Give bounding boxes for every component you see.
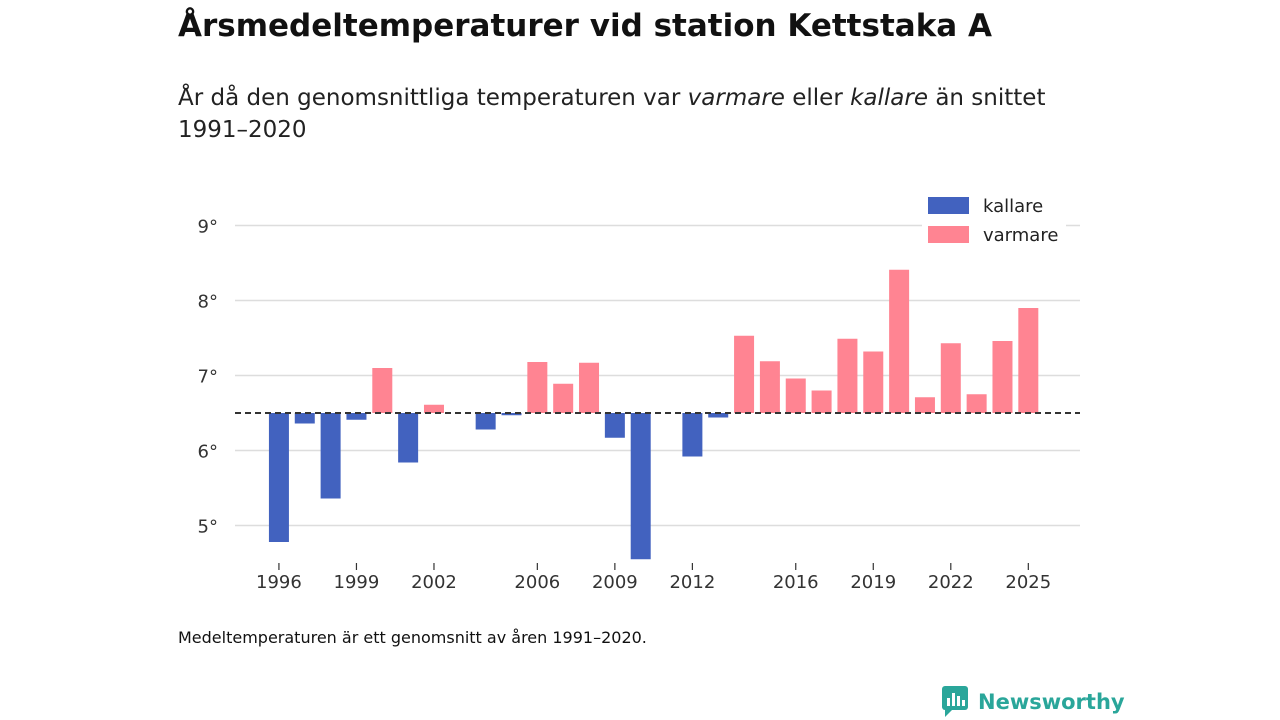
bar-colder: [708, 413, 729, 418]
bar-warmer: [914, 397, 935, 413]
y-tick-label: 8°: [198, 292, 218, 313]
legend-swatch-kallare: [928, 197, 969, 214]
chart-subtitle: År då den genomsnittliga temperaturen va…: [178, 82, 1058, 146]
brand-name: Newsworthy: [978, 690, 1125, 714]
bar-warmer: [527, 362, 548, 413]
subtitle-colder-word: kallare: [850, 85, 929, 111]
bar-warmer: [785, 378, 806, 413]
bar-colder: [346, 413, 367, 420]
x-tick-label: 1999: [334, 572, 380, 593]
x-tick-label: 2025: [1005, 572, 1051, 593]
y-tick-label: 6°: [198, 442, 218, 463]
bar-warmer: [1018, 308, 1039, 413]
bar-warmer: [579, 362, 600, 413]
subtitle-warmer-word: varmare: [687, 85, 785, 111]
x-tick-label: 2002: [411, 572, 457, 593]
y-tick-label: 7°: [198, 367, 218, 388]
bar-colder: [501, 413, 522, 416]
x-tick-label: 2012: [669, 572, 715, 593]
x-tick-label: 2022: [928, 572, 974, 593]
bar-warmer: [966, 394, 987, 413]
bar-colder: [475, 413, 496, 430]
y-tick-label: 5°: [198, 517, 218, 538]
temperature-bar-chart: 5° 6° 7° 8° 9° 1996 1999 2002 2006 2009 2012 2016 20…: [197, 196, 1080, 593]
bar-colder: [268, 413, 289, 542]
bar-warmer: [863, 351, 884, 413]
bar-colder: [294, 413, 315, 424]
newsworthy-brand: Newsworthy: [942, 686, 1125, 718]
y-tick-label: 9°: [198, 217, 218, 238]
legend-swatch-varmare: [928, 226, 969, 243]
bar-warmer: [372, 368, 393, 413]
bar-colder: [604, 413, 625, 438]
bar-colder: [320, 413, 341, 499]
newsworthy-logo-icon: [942, 686, 968, 717]
bar-warmer: [837, 338, 858, 413]
bar-warmer: [423, 404, 444, 413]
x-tick-label: 2006: [514, 572, 560, 593]
bar-warmer: [992, 341, 1013, 413]
bar-colder: [682, 413, 703, 457]
x-tick-label: 2019: [850, 572, 896, 593]
chart-title: Årsmedeltemperaturer vid station Kettsta…: [178, 8, 993, 44]
legend-label-varmare: varmare: [983, 225, 1058, 246]
x-tick-label: 2016: [773, 572, 819, 593]
bar-colder: [630, 413, 651, 560]
bar-warmer: [759, 361, 780, 413]
subtitle-middle: eller: [784, 85, 851, 111]
bar-colder: [398, 413, 419, 463]
bar-warmer: [940, 343, 961, 413]
bar-warmer: [553, 383, 574, 413]
footnote: Medeltemperaturen är ett genomsnitt av å…: [178, 628, 647, 647]
bar-warmer: [889, 269, 910, 413]
bar-warmer: [811, 390, 832, 413]
subtitle-prefix: År då den genomsnittliga temperaturen va…: [178, 85, 688, 111]
x-tick-label: 1996: [256, 572, 302, 593]
x-tick-label: 2009: [592, 572, 638, 593]
legend-label-kallare: kallare: [983, 196, 1043, 217]
subtitle-suffix: än snittet 1991–2020: [178, 85, 1046, 143]
bar-warmer: [734, 335, 755, 413]
